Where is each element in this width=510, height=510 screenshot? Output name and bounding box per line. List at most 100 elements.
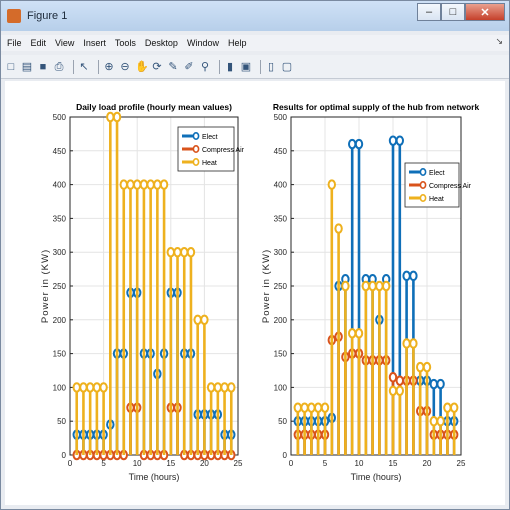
y-tick-label: 300 — [53, 248, 67, 257]
stem-marker — [186, 247, 196, 258]
hide-tools-icon[interactable]: ▯ — [267, 60, 275, 73]
rotate-icon[interactable]: ⟳ — [152, 60, 162, 73]
x-tick-label: 15 — [389, 459, 398, 468]
x-tick-label: 20 — [423, 459, 432, 468]
x-tick-label: 5 — [101, 459, 106, 468]
stem-marker — [375, 280, 384, 292]
legend-marker — [419, 168, 427, 177]
stem-marker — [106, 111, 115, 123]
open-file-icon[interactable]: ▤ — [21, 60, 33, 73]
y-tick-label: 250 — [274, 282, 288, 291]
menu-edit[interactable]: Edit — [30, 38, 47, 48]
stem-marker — [293, 402, 302, 413]
y-tick-label: 0 — [62, 451, 67, 460]
data-cursor-icon[interactable]: ✎ — [168, 60, 178, 73]
stem-marker — [146, 179, 155, 190]
link-icon[interactable]: ⚲ — [200, 60, 210, 73]
y-tick-label: 500 — [53, 113, 67, 122]
x-tick-label: 25 — [457, 459, 466, 468]
stem-marker — [436, 416, 445, 427]
y-tick-label: 50 — [57, 417, 66, 426]
x-tick-label: 20 — [200, 459, 209, 468]
title-bar: Figure 1 – □ ✕ — [1, 1, 509, 31]
stem-marker — [422, 361, 432, 373]
brush-icon[interactable]: ✐ — [184, 60, 194, 73]
figure-toolbar: □ ▤ ■ ⎙ ↖ ⊕ ⊖ ✋ ⟳ ✎ ✐ ⚲ ▮ ▣ ▯ ▢ — [1, 55, 509, 79]
legend-marker — [419, 194, 427, 203]
stem-marker — [395, 375, 404, 386]
stem-marker — [327, 179, 336, 190]
y-tick-label: 150 — [53, 350, 67, 359]
stem-marker — [159, 179, 169, 190]
stem-marker — [402, 270, 411, 282]
menu-insert[interactable]: Insert — [83, 38, 106, 48]
stem-marker — [166, 247, 176, 258]
pan-icon[interactable]: ✋ — [135, 60, 149, 73]
stem-marker — [436, 378, 445, 390]
y-tick-label: 450 — [274, 147, 288, 156]
stem-marker — [382, 280, 391, 292]
stem-marker — [388, 135, 398, 146]
matlab-figure-icon — [7, 9, 21, 23]
save-icon[interactable]: ■ — [39, 60, 47, 73]
chart-title: Daily load profile (hourly mean values) — [76, 102, 232, 112]
legend-marker — [192, 145, 200, 154]
stem-marker — [395, 135, 404, 146]
menu-help[interactable]: Help — [227, 38, 247, 48]
y-tick-label: 250 — [53, 282, 67, 291]
dock-arrow-icon[interactable]: ↘ — [495, 36, 503, 46]
chart-panel-2: 0 50 100 150 200 250 300 350 400 450 500 0 5 10 15 20 25… — [261, 102, 479, 482]
stem-marker — [443, 402, 452, 413]
legend: Elect Compress Air Heat — [177, 126, 245, 172]
toolbar-separator — [73, 59, 74, 74]
y-tick-label: 100 — [274, 383, 288, 392]
y-tick-label: 100 — [53, 383, 67, 392]
stem-marker — [92, 382, 102, 393]
menu-file[interactable]: File — [7, 38, 22, 48]
x-tick-label: 15 — [166, 459, 175, 468]
legend: Elect Compress Air Heat — [404, 162, 472, 208]
close-button[interactable]: ✕ — [465, 3, 505, 21]
x-axis-label: Time (hours) — [129, 472, 180, 482]
stem-marker — [416, 361, 425, 373]
edit-plot-icon[interactable]: ↖ — [79, 60, 89, 73]
new-figure-icon[interactable]: □ — [7, 60, 15, 73]
stem-marker — [341, 280, 350, 292]
stem-marker — [213, 382, 223, 393]
legend-icon[interactable]: ▣ — [240, 60, 252, 73]
stem-marker — [153, 179, 162, 190]
stem-marker — [300, 402, 309, 413]
stem-marker — [429, 416, 438, 427]
y-tick-label: 200 — [274, 316, 288, 325]
menu-view[interactable]: View — [55, 38, 75, 48]
toolbar-separator — [260, 59, 261, 74]
stem-marker — [79, 382, 88, 393]
y-tick-label: 350 — [53, 214, 67, 223]
menu-desktop[interactable]: Desktop — [144, 38, 178, 48]
menu-tools[interactable]: Tools — [114, 38, 136, 48]
y-tick-label: 50 — [278, 417, 287, 426]
stem-marker — [139, 179, 149, 190]
menu-window[interactable]: Window — [186, 38, 219, 48]
zoom-out-icon[interactable]: ⊖ — [120, 60, 130, 73]
stem-marker — [72, 382, 81, 393]
stem-marker — [220, 382, 229, 393]
zoom-in-icon[interactable]: ⊕ — [104, 60, 114, 73]
stem-marker — [409, 270, 418, 282]
stem-marker — [361, 280, 370, 292]
stem-marker — [429, 378, 438, 390]
minimize-button[interactable]: – — [417, 3, 441, 21]
window-controls: – □ ✕ — [417, 3, 505, 21]
stem-marker — [173, 247, 182, 258]
stem-marker — [402, 338, 411, 349]
print-icon[interactable]: ⎙ — [54, 60, 64, 73]
stem-marker — [126, 179, 135, 190]
colorbar-icon[interactable]: ▮ — [226, 60, 234, 73]
legend-label: Elect — [429, 170, 445, 177]
maximize-button[interactable]: □ — [441, 3, 465, 21]
y-tick-label: 0 — [283, 451, 288, 460]
stem-marker — [314, 402, 323, 413]
stem-marker — [395, 385, 404, 396]
dock-icon[interactable]: ▢ — [281, 60, 293, 73]
stem-marker — [180, 247, 189, 258]
